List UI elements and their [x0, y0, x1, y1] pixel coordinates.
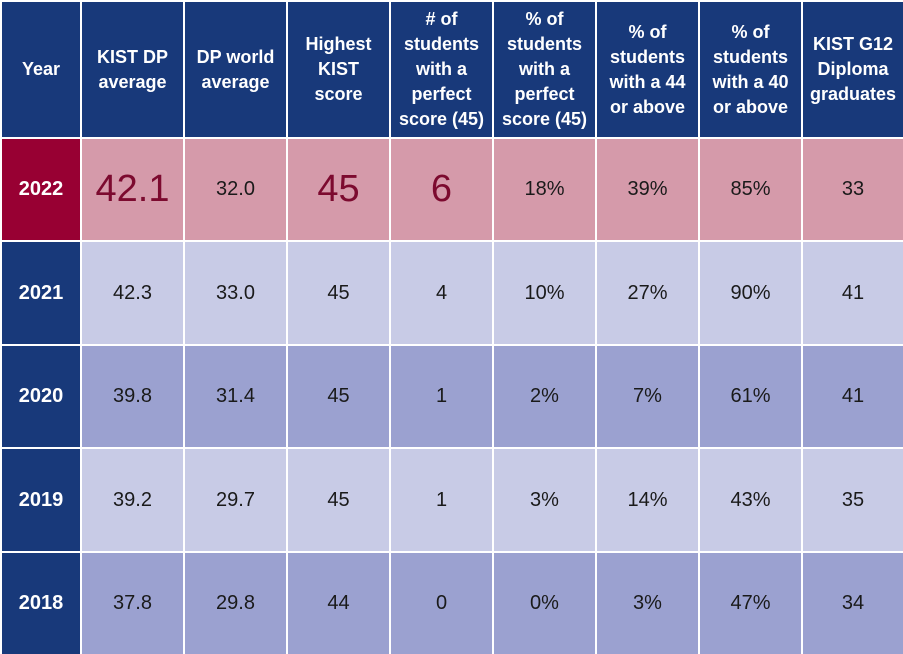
pct-44-or-above-cell: 7%	[595, 344, 700, 449]
num-perfect-score-cell: 6	[389, 137, 494, 242]
num-perfect-score-cell: 0	[389, 551, 494, 654]
highest-kist-score-cell: 45	[286, 137, 391, 242]
header-kist-dp-average: KIST DP average	[80, 0, 185, 139]
dp-world-average-cell: 29.7	[183, 447, 288, 553]
pct-44-or-above-cell: 39%	[595, 137, 700, 242]
pct-perfect-score-cell: 0%	[492, 551, 597, 654]
header-num-perfect-score: # of students with a perfect score (45)	[389, 0, 494, 139]
dp-world-average-cell: 29.8	[183, 551, 288, 654]
header-dp-world-average: DP world average	[183, 0, 288, 139]
table-row: 2018 37.8 29.8 44 0 0% 3% 47% 34	[0, 551, 903, 654]
pct-44-or-above-cell: 14%	[595, 447, 700, 553]
pct-40-or-above-cell: 90%	[698, 240, 803, 346]
g12-diploma-graduates-cell: 41	[801, 344, 903, 449]
pct-perfect-score-cell: 10%	[492, 240, 597, 346]
pct-40-or-above-cell: 43%	[698, 447, 803, 553]
g12-diploma-graduates-cell: 34	[801, 551, 903, 654]
header-pct-44-or-above: % of students with a 44 or above	[595, 0, 700, 139]
table-row: 2019 39.2 29.7 45 1 3% 14% 43% 35	[0, 447, 903, 553]
num-perfect-score-cell: 4	[389, 240, 494, 346]
num-perfect-score-cell: 1	[389, 344, 494, 449]
header-pct-perfect-score: % of students with a perfect score (45)	[492, 0, 597, 139]
pct-40-or-above-cell: 61%	[698, 344, 803, 449]
table-row: 2020 39.8 31.4 45 1 2% 7% 61% 41	[0, 344, 903, 449]
kist-dp-average-cell: 39.2	[80, 447, 185, 553]
kist-dp-average-cell: 39.8	[80, 344, 185, 449]
kist-dp-average-cell: 37.8	[80, 551, 185, 654]
year-cell: 2021	[0, 240, 82, 346]
dp-world-average-cell: 31.4	[183, 344, 288, 449]
year-cell: 2019	[0, 447, 82, 553]
header-year: Year	[0, 0, 82, 139]
pct-perfect-score-cell: 3%	[492, 447, 597, 553]
pct-perfect-score-cell: 2%	[492, 344, 597, 449]
g12-diploma-graduates-cell: 35	[801, 447, 903, 553]
pct-40-or-above-cell: 47%	[698, 551, 803, 654]
highest-kist-score-cell: 45	[286, 240, 391, 346]
num-perfect-score-cell: 1	[389, 447, 494, 553]
header-g12-diploma-graduates: KIST G12 Diploma graduates	[801, 0, 903, 139]
year-cell: 2022	[0, 137, 82, 242]
kist-dp-average-cell: 42.3	[80, 240, 185, 346]
header-highest-kist-score: Highest KIST score	[286, 0, 391, 139]
pct-perfect-score-cell: 18%	[492, 137, 597, 242]
highest-kist-score-cell: 45	[286, 447, 391, 553]
g12-diploma-graduates-cell: 41	[801, 240, 903, 346]
table-row: 2022 42.1 32.0 45 6 18% 39% 85% 33	[0, 137, 903, 242]
year-cell: 2018	[0, 551, 82, 654]
dp-world-average-cell: 32.0	[183, 137, 288, 242]
year-cell: 2020	[0, 344, 82, 449]
pct-40-or-above-cell: 85%	[698, 137, 803, 242]
kist-dp-average-cell: 42.1	[80, 137, 185, 242]
pct-44-or-above-cell: 27%	[595, 240, 700, 346]
dp-world-average-cell: 33.0	[183, 240, 288, 346]
highest-kist-score-cell: 44	[286, 551, 391, 654]
pct-44-or-above-cell: 3%	[595, 551, 700, 654]
highest-kist-score-cell: 45	[286, 344, 391, 449]
g12-diploma-graduates-cell: 33	[801, 137, 903, 242]
header-row: Year KIST DP average DP world average Hi…	[0, 0, 903, 139]
header-pct-40-or-above: % of students with a 40 or above	[698, 0, 803, 139]
table-row: 2021 42.3 33.0 45 4 10% 27% 90% 41	[0, 240, 903, 346]
